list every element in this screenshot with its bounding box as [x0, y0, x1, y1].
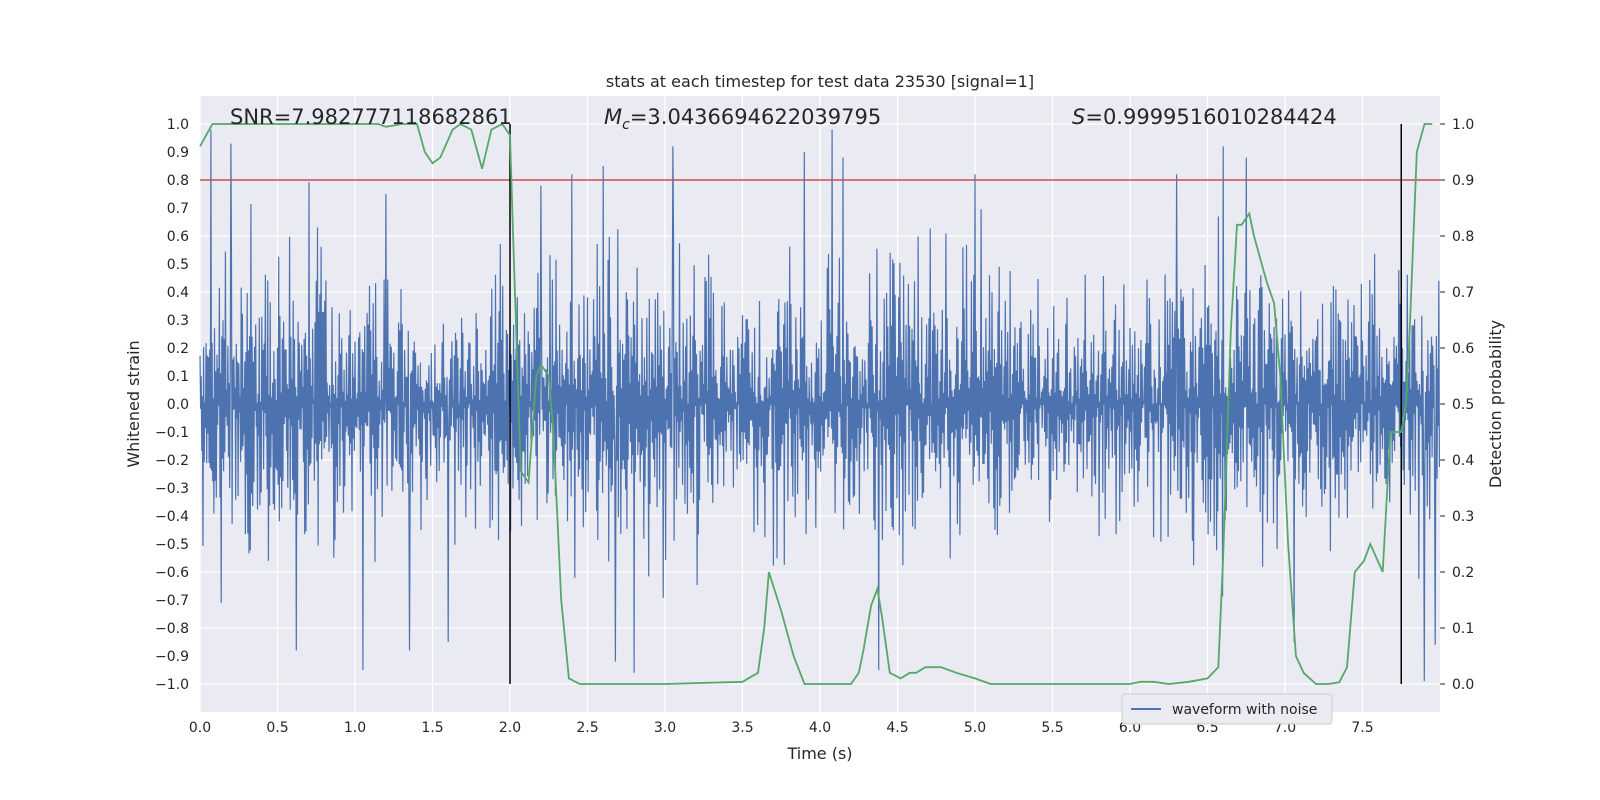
- y-left-tick-label: 0.4: [167, 285, 189, 301]
- s-symbol: S: [1072, 105, 1085, 129]
- y-right-tick-label: 0.5: [1452, 397, 1474, 413]
- y-left-tick-label: −0.5: [155, 537, 189, 553]
- mc-symbol: M: [604, 105, 622, 129]
- strain-series: [199, 129, 1440, 682]
- y-axis-left-label: Whitened strain: [124, 340, 143, 467]
- y-right-tick-label: 0.1: [1452, 621, 1474, 637]
- legend-box: [1121, 693, 1333, 725]
- y-right-tick-label: 0.8: [1452, 229, 1474, 245]
- legend-label-waveform: waveform with noise: [1172, 702, 1317, 718]
- mc-value: =3.0436694622039795: [630, 105, 881, 129]
- y-axis-right-label: Detection probability: [1486, 320, 1505, 488]
- y-left-tick-label: −0.8: [155, 621, 189, 637]
- y-left-tick-label: −0.9: [155, 649, 189, 665]
- probability-series: [199, 122, 1433, 685]
- y-right-tick-label: 0.6: [1452, 341, 1474, 357]
- y-left-tick-label: 0.2: [167, 341, 189, 357]
- y-left-tick-label: 0.0: [167, 397, 189, 413]
- s-value: =0.9999516010284424: [1085, 105, 1336, 129]
- y-right-tick-label: 0.9: [1452, 173, 1474, 189]
- y-right-tick-label: 0.0: [1452, 677, 1474, 693]
- x-tick-label: 4.0: [809, 720, 831, 736]
- x-tick-label: 1.0: [344, 720, 366, 736]
- y-left-tick-label: 0.6: [167, 229, 189, 245]
- x-tick-label: 4.5: [886, 720, 908, 736]
- x-tick-label: 5.0: [964, 720, 986, 736]
- chart-overlays: [200, 124, 1440, 684]
- y-left-tick-label: −0.4: [155, 509, 189, 525]
- tick-labels: 0.0 0.5 1.0 1.5 2.0 2.5 3.0 3.5 4.0 4.5 5.0 5.5 6.0 6…: [155, 117, 1474, 736]
- y-right-tick-label: 1.0: [1452, 117, 1474, 133]
- snr-annotation: SNR=7.982777118682861: [230, 105, 512, 129]
- y-left-tick-label: 1.0: [167, 117, 189, 133]
- y-left-tick-label: −0.6: [155, 565, 189, 581]
- x-tick-label: 5.5: [1041, 720, 1063, 736]
- y-left-tick-label: 0.1: [167, 369, 189, 385]
- x-tick-label: 2.0: [499, 720, 521, 736]
- legend: waveform with noise: [1121, 693, 1333, 725]
- y-left-tick-label: 0.8: [167, 173, 189, 189]
- y-right-tick-label: 0.7: [1452, 285, 1474, 301]
- x-tick-label: 0.0: [189, 720, 211, 736]
- x-tick-label: 2.5: [576, 720, 598, 736]
- y-right-tick-label: 0.4: [1452, 453, 1474, 469]
- y-left-tick-label: −0.7: [155, 593, 189, 609]
- x-axis-label: Time (s): [786, 744, 852, 763]
- x-tick-label: 1.5: [421, 720, 443, 736]
- x-tick-label: 0.5: [266, 720, 288, 736]
- chirp-mass-annotation: Mc=3.0436694622039795: [604, 105, 881, 133]
- y-left-tick-label: 0.9: [167, 145, 189, 161]
- s-annotation: S=0.9999516010284424: [1072, 105, 1337, 129]
- x-tick-label: 7.5: [1351, 720, 1373, 736]
- x-tick-label: 3.5: [731, 720, 753, 736]
- y-left-tick-label: 0.5: [167, 257, 189, 273]
- y-left-tick-label: −0.3: [155, 481, 189, 497]
- chart-title: stats at each timestep for test data 235…: [606, 72, 1034, 91]
- y-right-tick-label: 0.2: [1452, 565, 1474, 581]
- y-left-tick-label: −0.1: [155, 425, 189, 441]
- y-left-tick-label: 0.7: [167, 201, 189, 217]
- mc-subscript: c: [622, 117, 630, 133]
- y-left-tick-label: 0.3: [167, 313, 189, 329]
- probability-series-line: [199, 122, 1433, 685]
- y-left-tick-label: −0.2: [155, 453, 189, 469]
- y-right-tick-label: 0.3: [1452, 509, 1474, 525]
- y-left-tick-label: −1.0: [155, 677, 189, 693]
- strain-series-line: [199, 129, 1440, 682]
- x-tick-label: 3.0: [654, 720, 676, 736]
